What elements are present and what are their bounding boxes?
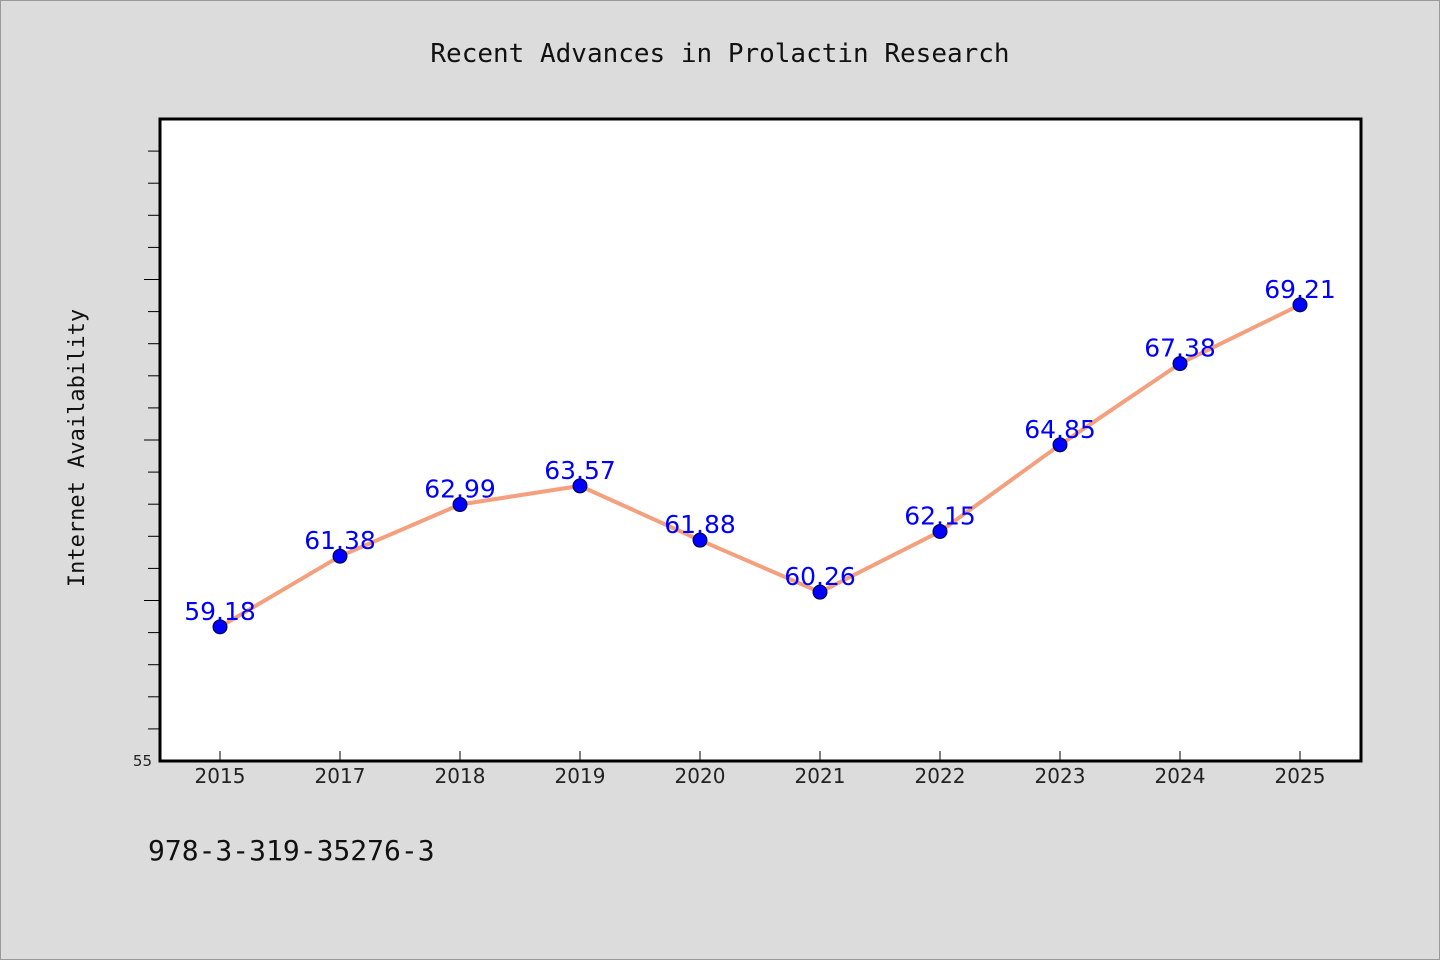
- y-tick-labels: 55: [133, 752, 152, 770]
- x-tick-label: 2017: [315, 764, 366, 788]
- data-point: [1172, 356, 1188, 372]
- x-tick-label: 2024: [1155, 764, 1206, 788]
- data-point: [692, 532, 708, 548]
- data-point: [572, 478, 588, 494]
- y-axis-label: Internet Availability: [65, 309, 90, 587]
- data-point: [212, 619, 228, 635]
- data-label: 59.18: [184, 597, 256, 626]
- x-tick-label: 2020: [675, 764, 726, 788]
- x-tick-label: 2022: [915, 764, 966, 788]
- x-tick-label: 2015: [195, 764, 246, 788]
- axis-ticks: [144, 150, 1301, 761]
- data-label: 61.38: [304, 526, 376, 555]
- data-label: 62.99: [424, 475, 496, 504]
- x-tick-label: 2023: [1035, 764, 1086, 788]
- data-point: [1292, 297, 1308, 313]
- y-tick-label: 55: [133, 752, 152, 770]
- series-line: [218, 303, 1301, 629]
- data-point: [332, 548, 348, 564]
- data-label: 62.15: [904, 501, 976, 530]
- plot-area: [158, 117, 1363, 763]
- data-point: [812, 584, 828, 600]
- data-label: 63.57: [544, 456, 616, 485]
- data-label: 69.21: [1264, 275, 1336, 304]
- data-point: [1052, 437, 1068, 453]
- data-point: [932, 523, 948, 539]
- x-tick-labels: 2015 2017 2018 2019 2020 2021 2022 2023 2024 2025: [195, 764, 1326, 788]
- footer-identifier: 978-3-319-35276-3: [148, 834, 435, 867]
- data-labels: 59.18 61.38 62.99 63.57 61.88 60.26 62.15 64.85…: [184, 275, 1336, 626]
- data-point: [452, 497, 468, 513]
- chart-title: Recent Advances in Prolactin Research: [430, 39, 1009, 69]
- x-tick-label: 2021: [795, 764, 846, 788]
- data-markers: [212, 297, 1308, 635]
- data-label: 64.85: [1024, 415, 1096, 444]
- data-label: 61.88: [664, 510, 736, 539]
- x-tick-label: 2018: [435, 764, 486, 788]
- x-tick-label: 2025: [1275, 764, 1326, 788]
- data-label: 60.26: [784, 562, 856, 591]
- data-label: 67.38: [1144, 334, 1216, 363]
- x-tick-label: 2019: [555, 764, 606, 788]
